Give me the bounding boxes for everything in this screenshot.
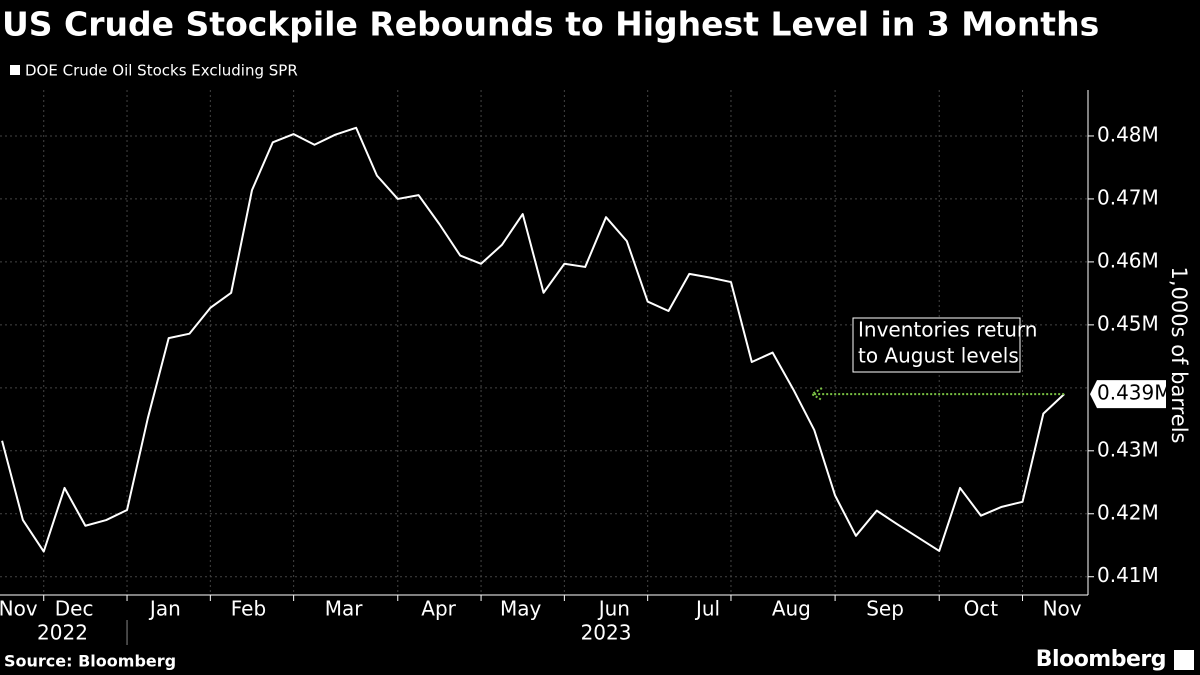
x-tick-label: Jul xyxy=(694,597,720,621)
y-axis-label: 1,000s of barrels xyxy=(1167,267,1191,444)
brand-icon xyxy=(1174,650,1194,670)
x-tick-label: Mar xyxy=(325,597,364,621)
x-tick-label: Dec xyxy=(55,597,94,621)
annotation: to August levels xyxy=(858,344,1019,368)
annotation: Inventories return xyxy=(858,318,1037,342)
y-tick-label: 0.42M xyxy=(1097,500,1159,524)
legend-swatch xyxy=(10,65,20,75)
x-tick-label: Feb xyxy=(231,597,266,621)
source: Source: Bloomberg xyxy=(4,652,176,671)
data-line xyxy=(1,126,1065,553)
annotation-box xyxy=(852,317,1021,373)
y-tick-label: 0.48M xyxy=(1097,122,1159,146)
x-tick-label: Nov xyxy=(1043,597,1082,621)
year-label: 2022 xyxy=(37,621,88,645)
x-tick-label: Jun xyxy=(597,597,630,621)
x-tick-label: Aug xyxy=(772,597,811,621)
x-tick-label: May xyxy=(500,597,542,621)
year-label: 2023 xyxy=(581,621,632,645)
brand: Bloomberg xyxy=(1036,647,1166,672)
chart-title: US Crude Stockpile Rebounds to Highest L… xyxy=(2,5,1099,44)
legend-label: DOE Crude Oil Stocks Excluding SPR xyxy=(25,62,298,80)
x-tick-label: Jan xyxy=(148,597,181,621)
y-tick-label: 0.43M xyxy=(1097,437,1159,461)
x-tick-label: Oct xyxy=(964,597,999,621)
value-label: 0.439M xyxy=(1097,381,1172,405)
x-tick-label: Sep xyxy=(866,597,904,621)
y-tick-label: 0.47M xyxy=(1097,185,1159,209)
y-tick-label: 0.46M xyxy=(1097,248,1159,272)
x-tick-label: Apr xyxy=(421,597,456,621)
y-tick-label: 0.45M xyxy=(1097,311,1159,335)
value-label-box xyxy=(1090,380,1166,409)
x-tick-label: Nov xyxy=(0,597,38,621)
y-tick-label: 0.41M xyxy=(1097,563,1159,587)
